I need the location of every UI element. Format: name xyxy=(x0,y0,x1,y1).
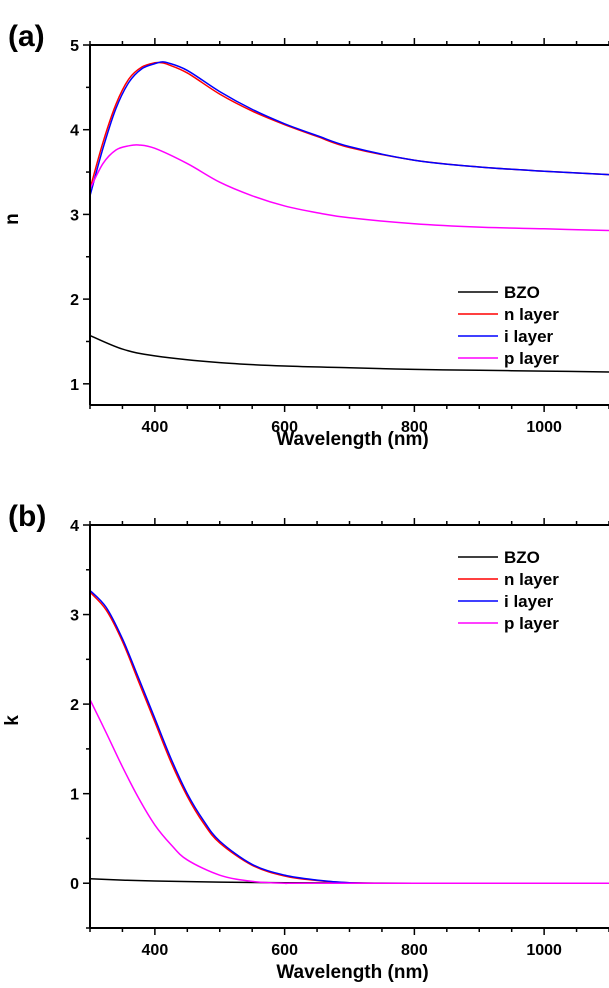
x-tick-label: 400 xyxy=(142,419,169,436)
y-tick-label: 2 xyxy=(70,697,79,714)
y-tick-label: 0 xyxy=(70,876,79,893)
x-tick-label: 400 xyxy=(142,942,169,959)
x-tick-label: 600 xyxy=(271,419,298,436)
legend-label: p layer xyxy=(504,614,559,633)
legend-label: n layer xyxy=(504,570,559,589)
series-line-p-layer xyxy=(89,144,609,232)
x-tick-label: 800 xyxy=(401,942,428,959)
series-line-n-layer xyxy=(89,591,609,885)
series-line-i-layer xyxy=(89,61,609,196)
legend-label: BZO xyxy=(504,283,540,302)
panel-label: (a) xyxy=(8,20,45,53)
legend: BZO n layer i layer p layer xyxy=(458,548,559,633)
panel-0: 400 600 800 1000 1 2 3 4 5 Wavelength (nm) n (a) BZO… xyxy=(2,20,609,450)
x-tick-label: 800 xyxy=(401,419,428,436)
series-line-p-layer xyxy=(89,699,609,885)
legend-label: p layer xyxy=(504,349,559,368)
series-line-bzo xyxy=(89,334,609,373)
legend-label: i layer xyxy=(504,592,554,611)
panel-1: 400 600 800 1000 0 1 2 3 4 Wavelength (nm) k (b) BZO… xyxy=(2,500,609,983)
y-tick-label: 1 xyxy=(70,377,79,394)
series-line-i-layer xyxy=(89,589,609,885)
legend-label: n layer xyxy=(504,305,559,324)
y-tick-label: 5 xyxy=(70,38,79,55)
y-tick-label: 2 xyxy=(70,292,79,309)
x-tick-label: 1000 xyxy=(526,419,562,436)
legend-label: i layer xyxy=(504,327,554,346)
y-tick-label: 1 xyxy=(70,787,79,804)
x-axis-title: Wavelength (nm) xyxy=(276,962,428,983)
y-tick-label: 4 xyxy=(70,123,79,140)
y-tick-label: 3 xyxy=(70,207,79,224)
y-tick-label: 3 xyxy=(70,608,79,625)
x-tick-label: 1000 xyxy=(526,942,562,959)
panel-label: (b) xyxy=(8,500,46,533)
legend-label: BZO xyxy=(504,548,540,567)
y-tick-label: 4 xyxy=(70,518,79,535)
y-axis-title: k xyxy=(2,715,23,726)
x-tick-label: 600 xyxy=(271,942,298,959)
legend: BZO n layer i layer p layer xyxy=(458,283,559,368)
x-axis-title: Wavelength (nm) xyxy=(276,429,428,450)
y-axis-title: n xyxy=(2,213,23,225)
